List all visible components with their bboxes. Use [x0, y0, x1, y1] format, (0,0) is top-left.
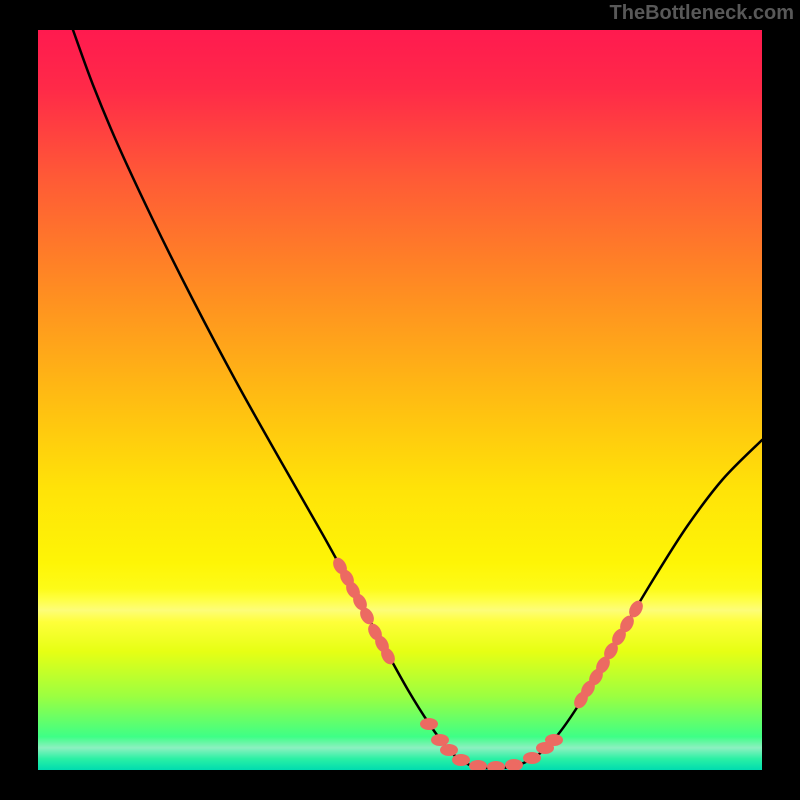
- plot-area: [38, 30, 762, 770]
- chart-stage: TheBottleneck.com: [0, 0, 800, 800]
- gradient-background: [38, 30, 762, 770]
- attribution-text: TheBottleneck.com: [610, 2, 794, 25]
